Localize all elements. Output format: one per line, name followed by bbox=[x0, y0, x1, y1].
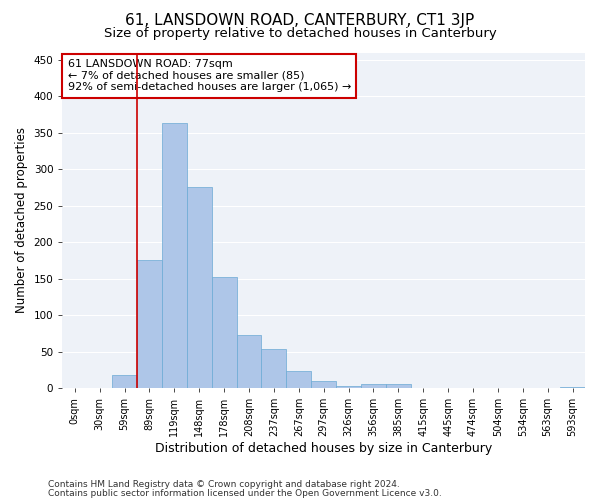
Text: Contains public sector information licensed under the Open Government Licence v3: Contains public sector information licen… bbox=[48, 488, 442, 498]
Bar bbox=[361, 384, 386, 388]
Bar bbox=[187, 188, 212, 388]
Bar bbox=[236, 335, 262, 388]
Bar bbox=[137, 260, 162, 388]
Bar bbox=[212, 277, 236, 388]
Bar bbox=[262, 350, 286, 388]
Text: 61 LANSDOWN ROAD: 77sqm
← 7% of detached houses are smaller (85)
92% of semi-det: 61 LANSDOWN ROAD: 77sqm ← 7% of detached… bbox=[68, 59, 351, 92]
Bar bbox=[336, 386, 361, 388]
Text: 61, LANSDOWN ROAD, CANTERBURY, CT1 3JP: 61, LANSDOWN ROAD, CANTERBURY, CT1 3JP bbox=[125, 12, 475, 28]
Text: Contains HM Land Registry data © Crown copyright and database right 2024.: Contains HM Land Registry data © Crown c… bbox=[48, 480, 400, 489]
Bar bbox=[112, 375, 137, 388]
Bar bbox=[286, 370, 311, 388]
Bar bbox=[162, 124, 187, 388]
Bar bbox=[311, 382, 336, 388]
Y-axis label: Number of detached properties: Number of detached properties bbox=[15, 128, 28, 314]
Text: Size of property relative to detached houses in Canterbury: Size of property relative to detached ho… bbox=[104, 28, 496, 40]
X-axis label: Distribution of detached houses by size in Canterbury: Distribution of detached houses by size … bbox=[155, 442, 492, 455]
Bar bbox=[386, 384, 411, 388]
